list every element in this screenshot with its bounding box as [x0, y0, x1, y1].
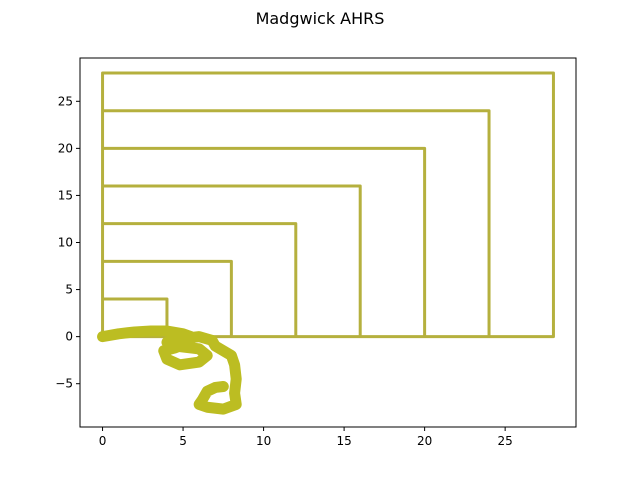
y-tick-label: 25 [58, 94, 73, 108]
y-tick-label: 15 [58, 188, 73, 202]
y-tick-label: 20 [58, 141, 73, 155]
x-axis: 0 5 10 15 20 25 [99, 427, 513, 448]
x-tick-label: 20 [417, 434, 432, 448]
plot-area [80, 58, 576, 427]
x-tick-label: 5 [179, 434, 187, 448]
series-layer [97, 71, 555, 415]
x-tick-label: 10 [256, 434, 271, 448]
y-tick-label: 10 [58, 236, 73, 250]
y-tick-label: −5 [55, 377, 73, 391]
y-axis: −5 0 5 10 15 20 25 [55, 94, 80, 391]
x-tick-label: 15 [336, 434, 351, 448]
y-tick-label: 5 [65, 283, 73, 297]
x-tick-label: 0 [99, 434, 107, 448]
chart-title: Madgwick AHRS [256, 9, 385, 28]
reference-path-line [101, 71, 555, 339]
y-tick-label: 0 [65, 330, 73, 344]
x-tick-label: 25 [498, 434, 513, 448]
estimated-trajectory-line [97, 325, 242, 415]
